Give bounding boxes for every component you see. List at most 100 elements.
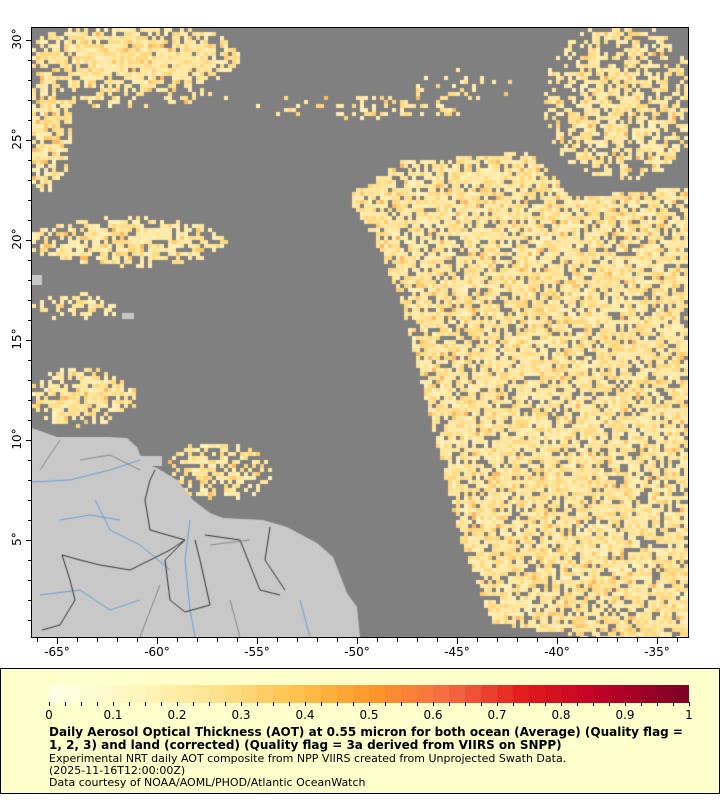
map-frame [31,27,689,638]
colorbar-tick [689,702,690,706]
lat-tick [28,420,32,421]
colorbar-tick [673,702,674,706]
lon-tick-label: -40° [544,645,570,659]
lat-tick [28,80,32,81]
colorbar-tick [497,702,498,706]
colorbar-tick [481,702,482,706]
lon-tick [297,638,298,642]
colorbar-tick [209,702,210,706]
lon-tick-label: -60° [144,645,170,659]
lon-tick [117,638,118,642]
lon-tick [397,638,398,642]
colorbar-tick [225,702,226,706]
lat-tick [26,240,32,241]
lon-tick [197,638,198,642]
lat-tick [28,480,32,481]
lat-tick [28,220,32,221]
lat-tick [28,460,32,461]
lat-tick [28,560,32,561]
colorbar-tick [465,702,466,706]
lon-tick [77,638,78,642]
lon-tick [417,638,418,642]
colorbar-tick-label: 1 [685,708,693,722]
colorbar-tick-label: 0.3 [231,708,251,722]
colorbar-tick [145,702,146,706]
lon-tick [497,638,498,642]
lon-tick [437,638,438,642]
colorbar-tick [625,702,626,706]
lon-tick [317,638,318,642]
colorbar-tick [49,702,50,706]
lat-tick [28,300,32,301]
lon-tick [457,638,458,644]
colorbar-tick [305,702,306,706]
lat-tick [28,500,32,501]
colorbar-tick [81,702,82,706]
lat-tick-label: 10° [10,428,24,450]
lat-tick [28,160,32,161]
colorbar-tick [161,702,162,706]
lon-tick [517,638,518,642]
colorbar-tick [561,702,562,706]
colorbar-tick [129,702,130,706]
colorbar-tick [273,702,274,706]
lon-tick [357,638,358,644]
colorbar-tick-label: 0.2 [167,708,187,722]
legend-credit: Data courtesy of NOAA/AOML/PHOD/Atlantic… [49,776,366,789]
aot-map[interactable] [32,28,688,637]
colorbar-tick [385,702,386,706]
legend-source: Experimental NRT daily AOT composite fro… [49,752,567,765]
lon-tick [257,638,258,644]
lat-tick-label: 15° [10,328,24,350]
lat-tick [28,60,32,61]
lon-tick [177,638,178,642]
lon-tick [637,638,638,642]
lat-tick [28,520,32,521]
lat-tick [28,400,32,401]
colorbar-tick [417,702,418,706]
colorbar-tick [289,702,290,706]
lat-tick [28,260,32,261]
lon-tick-label: -45° [444,645,470,659]
lon-tick [157,638,158,644]
legend-time: (2025-11-16T12:00:00Z) [49,764,186,777]
lon-tick [377,638,378,642]
lon-tick [97,638,98,642]
colorbar-tick-label: 0.1 [103,708,123,722]
colorbar-tick [177,702,178,706]
lon-tick-label: -35° [644,645,670,659]
lat-tick-label: 5° [10,532,24,546]
colorbar-tick [641,702,642,706]
colorbar-tick [433,702,434,706]
legend-panel: Daily Aerosol Optical Thickness (AOT) at… [0,668,720,794]
lon-tick [57,638,58,644]
colorbar-tick [593,702,594,706]
colorbar-tick-label: 0.7 [487,708,507,722]
colorbar [49,685,689,703]
colorbar-tick [401,702,402,706]
colorbar-tick [193,702,194,706]
colorbar-tick [657,702,658,706]
lon-tick [557,638,558,644]
lon-tick [237,638,238,642]
colorbar-tick-label: 0.4 [295,708,315,722]
colorbar-tick-label: 0.6 [423,708,443,722]
lat-tick [26,440,32,441]
colorbar-tick [241,702,242,706]
colorbar-tick [337,702,338,706]
lon-tick-label: -50° [344,645,370,659]
colorbar-tick [609,702,610,706]
colorbar-tick [449,702,450,706]
lat-tick-label: 20° [10,228,24,250]
colorbar-tick [369,702,370,706]
legend-title: Daily Aerosol Optical Thickness (AOT) at… [49,725,683,752]
lat-tick-label: 30° [10,28,24,50]
colorbar-tick [577,702,578,706]
lon-tick [477,638,478,642]
lat-tick [28,320,32,321]
lon-tick [617,638,618,642]
colorbar-tick [65,702,66,706]
colorbar-tick [321,702,322,706]
colorbar-tick-label: 0.8 [551,708,571,722]
colorbar-tick [513,702,514,706]
